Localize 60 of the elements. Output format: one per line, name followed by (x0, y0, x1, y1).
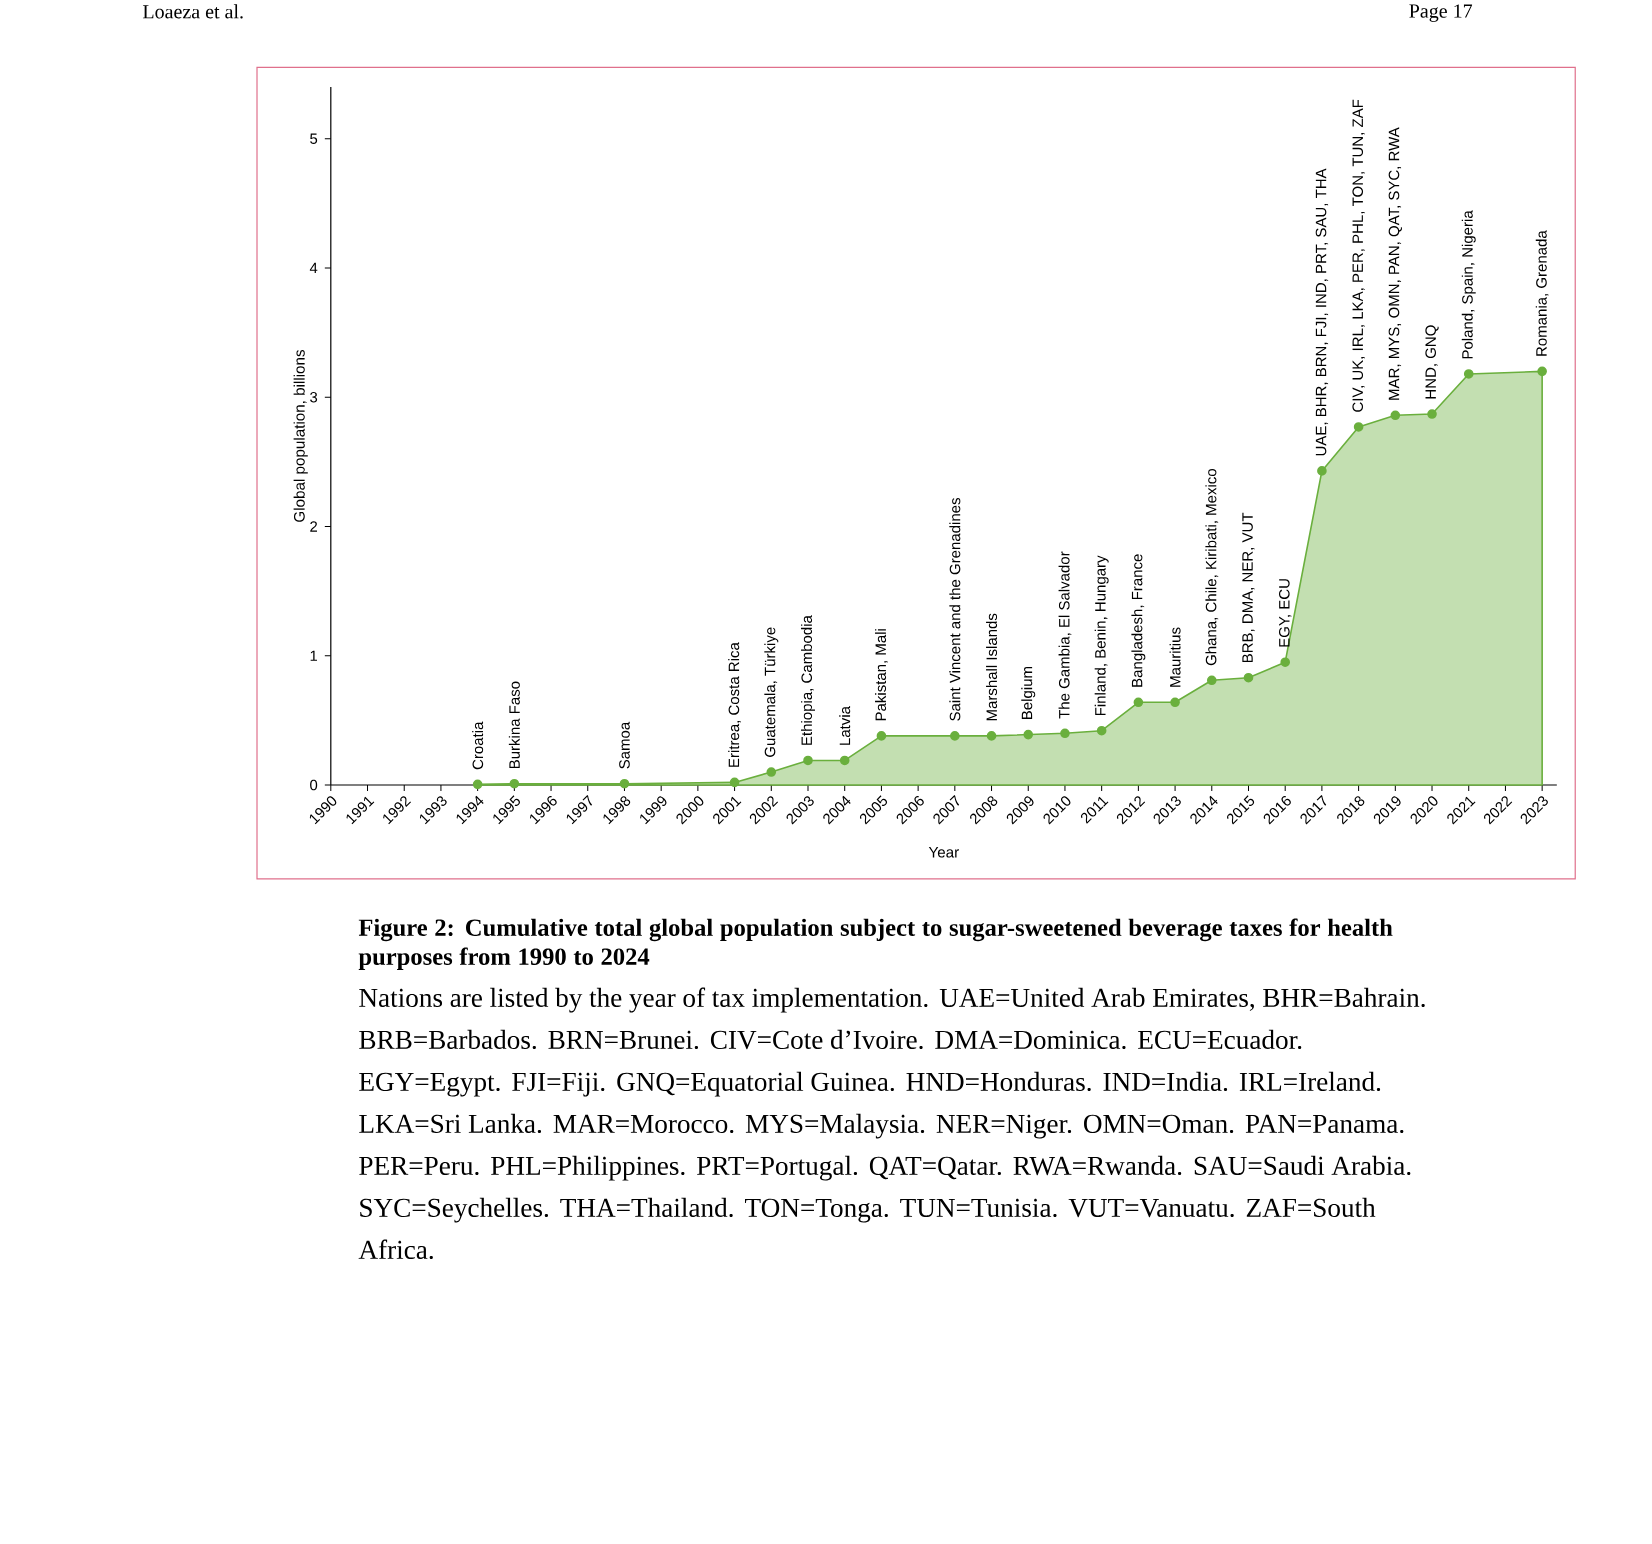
annotation: Romania, Grenada (1535, 230, 1549, 356)
point (1537, 366, 1547, 377)
point (1353, 422, 1364, 432)
annotation: EGY, ECU (1278, 579, 1292, 647)
text: Page 17 (1409, 4, 1473, 22)
point (1463, 369, 1474, 379)
point (1206, 675, 1217, 686)
annotation: Saint Vincent and the Grenadines (949, 498, 961, 721)
point (986, 731, 997, 741)
annotation: Belgium (1021, 666, 1036, 719)
annotation: Samoa (619, 721, 630, 769)
y-tick-label: 4 (309, 262, 318, 274)
text: Figure 2: Cumulative total global population subject to sugar-sweetened beverage taxes for health purposes from 1990 to 2024 (358, 918, 1393, 970)
annotation: Croatia (472, 721, 484, 770)
annotation: MAR, MYS, OMN, PAN, QAT, SYC, RWA (1388, 127, 1402, 400)
point (1170, 697, 1180, 708)
point (1096, 725, 1107, 736)
y-tick-label: 0 (310, 779, 318, 791)
annotation: Bangladesh, France (1131, 554, 1146, 687)
point (839, 755, 850, 766)
point (1060, 728, 1070, 739)
text: Nations are listed by the year of tax implementation. UAE=United Arab Emirates, BHR=Bahrain. BRB=Barbados. BRN=Brunei. CIV=Cote d’Ivoire. DMA=Dominica. ECU=Ecuador. EGY=Egypt. FJI=Fiji. GNQ=Equatorial Guinea. HND=Honduras. IND=India. IRL=Ireland. LKA=Sri Lanka. MAR=Morocco. MYS=Malaysia. NER=Niger. OMN=Oman. PAN=Panama. PER=Peru. PHL=Philippines. PRT=Portugal. QAT=Qatar. RWA=Rwanda. SAU=Saudi Arabia. SYC=Seychelles. THA=Thailand. TON=Tonga. TUN=Tunisia. VUT=Vanuatu. ZAF=South Africa. (358, 987, 1425, 1260)
annotation: Guatemala, Türkiye (764, 627, 779, 757)
point (1243, 672, 1254, 683)
point (1390, 410, 1401, 421)
point (619, 778, 630, 789)
annotation: Pakistan, Mali (875, 629, 888, 721)
annotation: Finland, Benin, Hungary (1094, 555, 1109, 716)
annotation: Ghana, Chile, Kiribati, Mexico (1205, 468, 1219, 666)
point (950, 731, 960, 741)
point (1023, 729, 1034, 740)
point (509, 778, 520, 789)
annotation: Burkina Faso (508, 681, 520, 769)
annotation: UAE, BHR, BRN, FJI, IND, PRT, SAU, THA (1315, 168, 1329, 456)
annotation: HND, GNQ (1425, 325, 1439, 399)
annotation: Mauritius (1169, 627, 1181, 687)
point (729, 777, 740, 788)
y-tick-label: 3 (310, 391, 318, 403)
annotation: Eritrea, Costa Rica (728, 642, 741, 767)
y-axis-title: Global population, billions (293, 349, 308, 522)
text: Loaeza et al. (142, 4, 243, 19)
y-tick-label: 2 (310, 521, 318, 532)
point (1133, 697, 1144, 708)
point (1280, 657, 1290, 668)
point (766, 767, 777, 777)
annotation: Poland, Spain, Nigeria (1461, 210, 1476, 359)
annotation: CIV, UK, IRL, LKA, PER, PHL, TON, TUN, ZAF (1352, 99, 1365, 412)
annotation: BRB, DMA, NER, VUT (1242, 512, 1255, 663)
point (1317, 466, 1327, 476)
x-axis-title: Year (928, 846, 959, 858)
y-tick-label: 1 (310, 650, 318, 661)
annotation: The Gambia, El Salvador (1058, 551, 1072, 719)
point (803, 755, 813, 766)
point (1427, 409, 1437, 419)
annotation: Ethiopia, Cambodia (801, 615, 815, 745)
annotation: Latvia (839, 706, 851, 745)
point (472, 779, 483, 790)
point (876, 731, 887, 741)
y-tick-label: 5 (310, 133, 318, 144)
annotation: Marshall Islands (986, 613, 998, 721)
